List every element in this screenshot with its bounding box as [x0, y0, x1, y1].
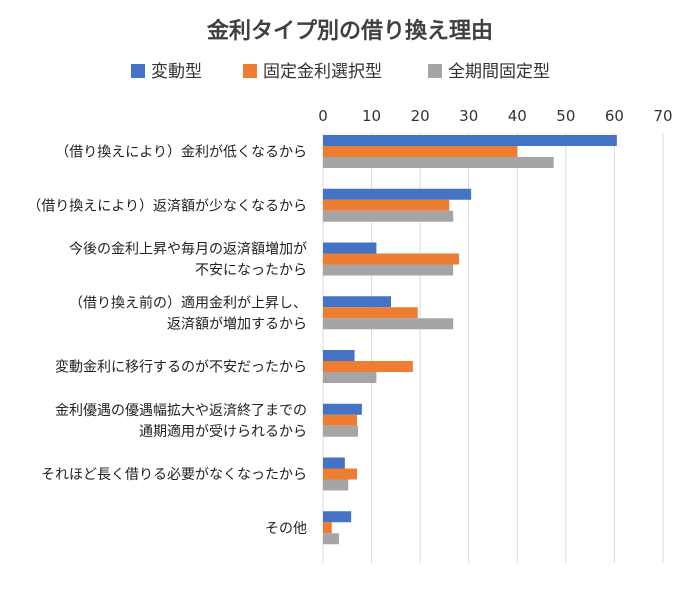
- bar-0-5: [323, 403, 362, 415]
- legend-label-2: 全期間固定型: [448, 62, 550, 82]
- x-tick-label-0: 0: [318, 107, 328, 125]
- bar-1-0: [323, 146, 518, 157]
- bars: [323, 135, 617, 545]
- bar-2-5: [323, 425, 358, 437]
- category-label-6: それほど長く借りる必要がなくなったから: [41, 467, 307, 483]
- x-tick-label-60: 60: [605, 107, 624, 125]
- bar-0-2: [323, 242, 377, 254]
- bar-0-3: [323, 296, 391, 308]
- x-tick-label-70: 70: [653, 107, 672, 125]
- legend-swatch-1: [243, 64, 257, 78]
- legend-label-0: 変動型: [151, 62, 202, 82]
- bar-1-7: [323, 522, 332, 534]
- bar-2-1: [323, 210, 454, 222]
- category-label-7: その他: [265, 521, 307, 537]
- legend-swatch-2: [428, 64, 442, 78]
- bar-2-0: [323, 157, 554, 168]
- x-axis-ticks: 0 10 20 30 40 50 60 70: [318, 107, 672, 125]
- chart-title: 金利タイプ別の借り換え理由: [206, 18, 493, 44]
- bar-0-6: [323, 457, 345, 469]
- category-label-0: （借り換えにより）金利が低くなるから: [55, 145, 307, 161]
- bar-2-2: [323, 264, 454, 276]
- bar-1-4: [323, 361, 413, 372]
- category-label-3-0: （借り換え前の）適用金利が上昇し、: [69, 294, 307, 311]
- category-label-4: 変動金利に移行するのが不安だったから: [55, 359, 307, 376]
- bar-1-1: [323, 199, 450, 211]
- legend-label-1: 固定金利選択型: [263, 62, 382, 82]
- x-tick-label-30: 30: [459, 107, 478, 125]
- category-label-1: （借り換えにより）返済額が少なくなるから: [27, 198, 307, 214]
- x-tick-label-10: 10: [362, 107, 381, 125]
- legend-swatch-0: [131, 64, 145, 78]
- bar-2-3: [323, 318, 454, 330]
- bar-1-2: [323, 253, 459, 265]
- bar-2-4: [323, 372, 377, 383]
- bar-0-7: [323, 511, 352, 523]
- category-label-2-0: 今後の金利上昇や毎月の返済額増加が: [69, 242, 307, 258]
- bar-2-6: [323, 479, 349, 491]
- x-tick-label-40: 40: [508, 107, 527, 125]
- category-label-5-0: 金利優遇の優遇幅拡大や返済終了までの: [55, 403, 307, 419]
- bar-2-7: [323, 533, 340, 545]
- bar-0-4: [323, 350, 355, 361]
- category-label-2-1: 不安になったから: [195, 263, 307, 279]
- category-label-3-1: 返済額が増加するから: [167, 316, 307, 332]
- x-tick-label-20: 20: [411, 107, 430, 125]
- legend: 変動型 固定金利選択型 全期間固定型: [131, 62, 550, 82]
- bar-1-6: [323, 468, 357, 480]
- bar-0-0: [323, 135, 617, 146]
- category-labels: （借り換えにより）金利が低くなるから （借り換えにより）返済額が少なくなるから今後…: [27, 145, 307, 537]
- bar-1-5: [323, 414, 357, 426]
- bar-1-3: [323, 307, 418, 319]
- bar-0-1: [323, 188, 472, 200]
- x-tick-label-50: 50: [556, 107, 575, 125]
- category-label-5-1: 通期適用が受けられるから: [139, 423, 307, 440]
